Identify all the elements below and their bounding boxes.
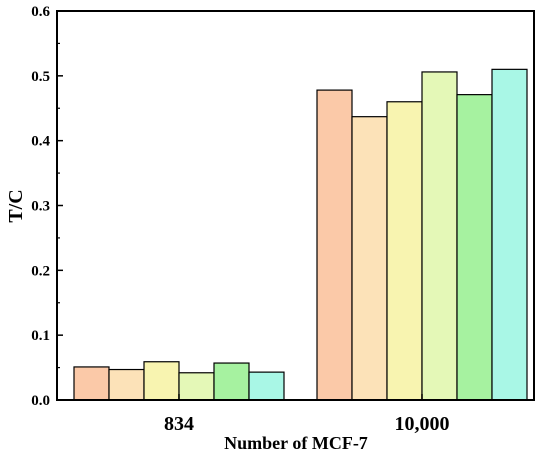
bar-cat2-s2 (351, 116, 388, 401)
bar-cat1-s4 (178, 372, 215, 401)
bars-group (73, 68, 528, 401)
y-tick-label: 0.1 (31, 328, 50, 344)
x-axis-title: Number of MCF-7 (224, 433, 368, 453)
bar-cat2-s6 (491, 68, 528, 401)
x-tick-label: 834 (164, 413, 194, 435)
bar-cat1-s2 (108, 368, 145, 401)
y-tick-label: 0.6 (31, 4, 50, 20)
y-tick-label: 0.0 (31, 393, 50, 409)
x-tick-label: 10,000 (395, 413, 450, 435)
bar-cat1-s3 (143, 361, 180, 401)
y-axis: 0.0 0.1 0.2 0.3 0.4 0.5 0.6 (31, 4, 63, 409)
bar-cat1-s1 (73, 366, 110, 401)
bar-cat2-s5 (456, 94, 493, 401)
x-axis: 834 10,000 (164, 394, 450, 435)
bar-cat2-s3 (386, 101, 423, 401)
bar-cat2-s1 (316, 89, 353, 401)
y-tick-label: 0.5 (31, 69, 50, 85)
y-tick-label: 0.4 (31, 134, 50, 150)
bar-cat1-s6 (248, 371, 285, 401)
y-tick-label: 0.3 (31, 199, 50, 215)
bar-cat1-s5 (213, 362, 250, 401)
bar-cat2-s4 (421, 71, 458, 401)
y-tick-label: 0.2 (31, 263, 50, 279)
y-axis-title: T/C (5, 189, 27, 222)
